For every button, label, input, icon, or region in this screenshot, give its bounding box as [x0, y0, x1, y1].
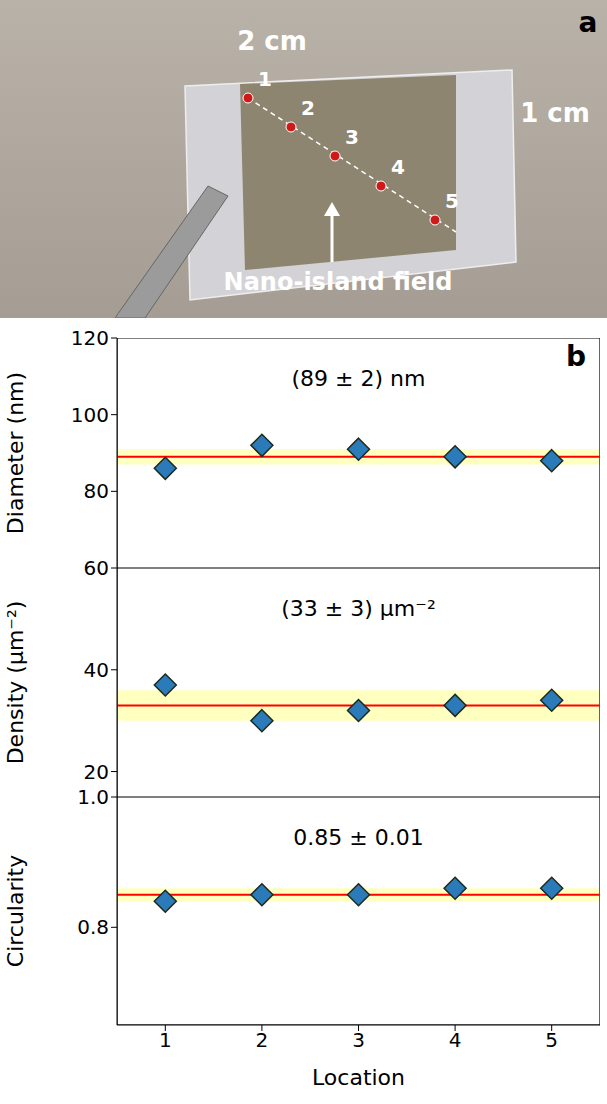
svg-text:Diameter (nm): Diameter (nm)	[3, 372, 28, 534]
svg-text:80: 80	[84, 479, 109, 503]
svg-text:4: 4	[449, 1028, 462, 1052]
svg-text:0.8: 0.8	[77, 915, 109, 939]
svg-text:a: a	[579, 6, 598, 39]
svg-text:3: 3	[352, 1028, 365, 1052]
svg-text:40: 40	[84, 658, 109, 682]
svg-text:2: 2	[301, 96, 315, 120]
svg-text:60: 60	[84, 556, 109, 580]
svg-text:Nano-island field: Nano-island field	[224, 268, 453, 296]
html-text:(33 ± 3) μm⁻²: (33 ± 3) μm⁻²	[281, 596, 436, 621]
svg-text:1 cm: 1 cm	[520, 98, 590, 128]
svg-text:120: 120	[71, 326, 109, 350]
svg-text:100: 100	[71, 403, 109, 427]
svg-text:20: 20	[84, 760, 109, 784]
svg-text:1: 1	[258, 67, 272, 91]
svg-text:Location: Location	[312, 1065, 405, 1090]
svg-text:3: 3	[345, 125, 359, 149]
svg-text:1: 1	[159, 1028, 172, 1052]
svg-text:1.0: 1.0	[77, 785, 109, 809]
svg-text:Density (μm⁻²): Density (μm⁻²)	[3, 601, 28, 765]
svg-text:Circularity: Circularity	[3, 855, 28, 967]
svg-text:2: 2	[256, 1028, 269, 1052]
html-text:b: b	[566, 340, 586, 373]
svg-text:4: 4	[391, 155, 405, 179]
html-text:(89 ± 2) nm: (89 ± 2) nm	[291, 366, 426, 391]
svg-text:5: 5	[445, 189, 459, 213]
svg-text:2 cm: 2 cm	[237, 26, 307, 56]
svg-text:5: 5	[545, 1028, 558, 1052]
html-text:0.85 ± 0.01: 0.85 ± 0.01	[293, 825, 424, 850]
